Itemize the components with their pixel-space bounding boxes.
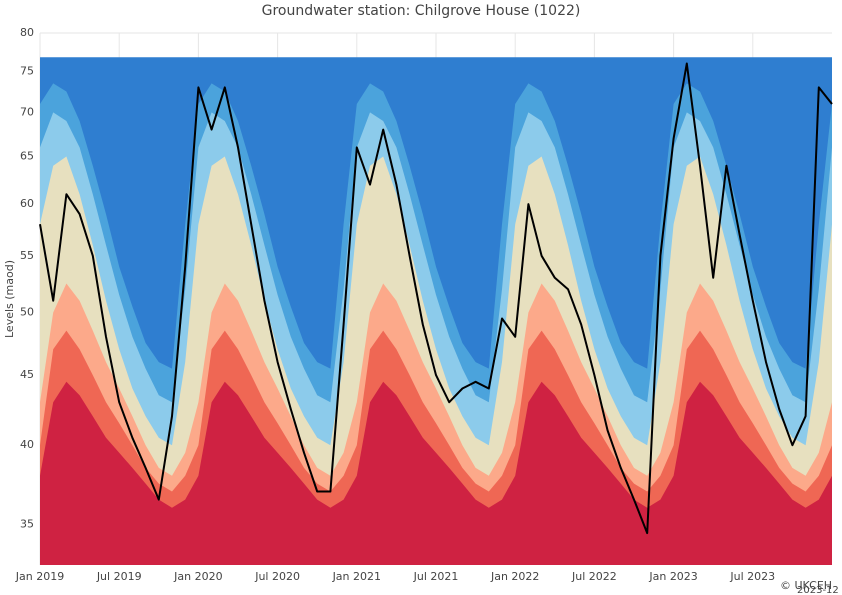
y-tick-label: 40 [20,438,34,451]
x-tick-label: Jul 2021 [413,570,459,583]
x-tick-label: Jan 2019 [15,570,64,583]
x-tick-label: Jul 2019 [96,570,142,583]
y-tick-label: 75 [20,64,34,77]
y-tick-label: 45 [20,368,34,381]
x-tick-label: Jan 2021 [332,570,381,583]
y-tick-label: 80 [20,26,34,39]
y-tick-label: 70 [20,105,34,118]
y-axis-label: Levels (maod) [3,260,16,338]
x-tick-label: Jul 2022 [571,570,617,583]
chart-title: Groundwater station: Chilgrove House (10… [262,3,581,19]
annotation: 2023-12 [797,585,839,595]
x-tick-label: Jul 2023 [729,570,775,583]
y-tick-label: 55 [20,249,34,262]
y-tick-label: 65 [20,149,34,162]
percentile-band [40,381,832,565]
annotation: © UKCEH [780,579,832,592]
y-tick-label: 50 [20,305,34,318]
x-tick-label: Jul 2020 [254,570,300,583]
y-tick-label: 35 [20,518,34,531]
y-tick-label: 60 [20,197,34,210]
x-tick-label: Jan 2020 [173,570,222,583]
level-line [39,62,833,535]
x-tick-label: Jan 2022 [490,570,539,583]
x-tick-label: Jan 2023 [648,570,697,583]
